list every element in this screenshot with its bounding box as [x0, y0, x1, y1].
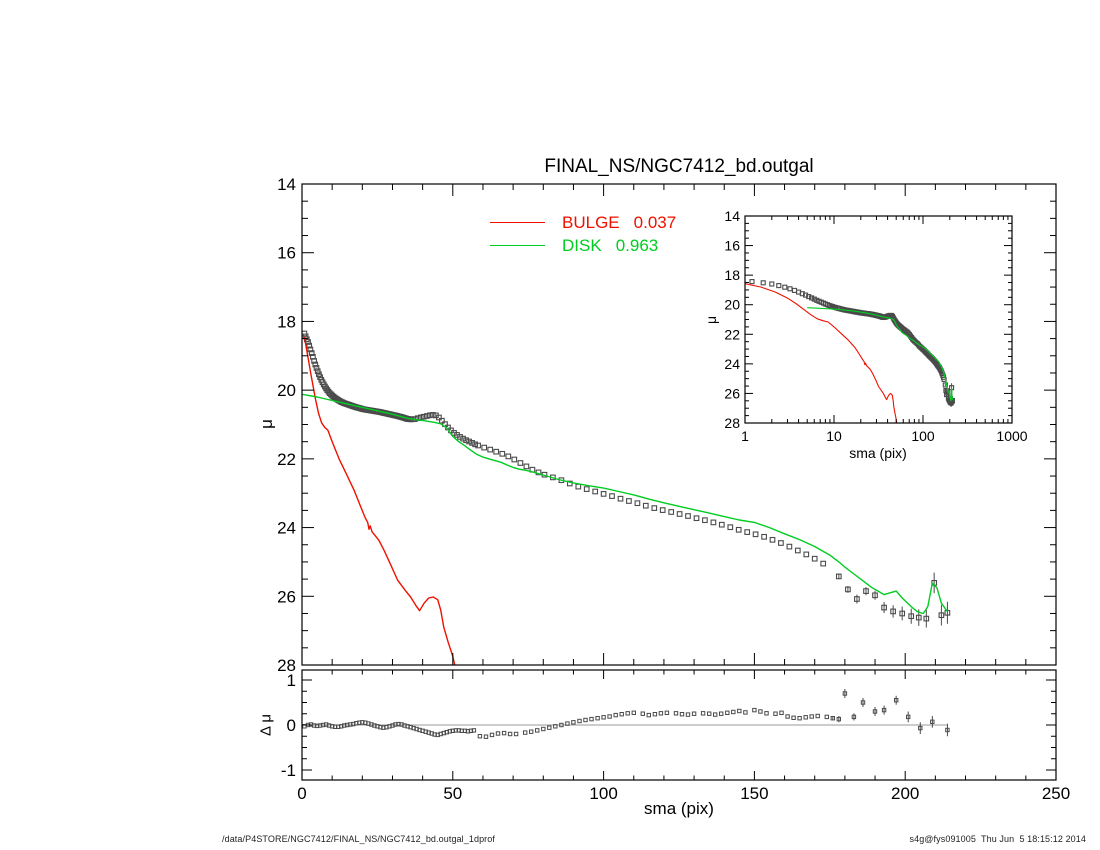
legend-label-disk: DISK — [562, 236, 602, 255]
inset-y-axis-label: μ — [703, 315, 719, 325]
svg-text:16: 16 — [724, 238, 740, 254]
svg-text:1: 1 — [741, 428, 749, 444]
svg-text:50: 50 — [443, 784, 462, 803]
svg-text:14: 14 — [724, 208, 740, 224]
svg-text:250: 250 — [1042, 784, 1070, 803]
svg-text:26: 26 — [277, 587, 296, 606]
footer-user-timestamp: s4g@fys091005 Thu Jun 5 18:15:12 2014 — [909, 834, 1086, 844]
svg-text:14: 14 — [277, 175, 296, 194]
svg-text:18: 18 — [277, 312, 296, 331]
legend-label-bulge: BULGE — [562, 213, 620, 232]
svg-text:0: 0 — [287, 716, 296, 735]
svg-text:150: 150 — [740, 784, 768, 803]
legend-entry-bulge: BULGE 0.037 — [562, 213, 676, 233]
svg-text:20: 20 — [724, 297, 740, 313]
page-title: FINAL_NS/NGC7412_bd.outgal — [544, 156, 814, 177]
svg-text:0: 0 — [297, 784, 306, 803]
svg-text:100: 100 — [589, 784, 617, 803]
svg-text:28: 28 — [724, 415, 740, 431]
legend-line-bulge — [490, 222, 545, 223]
legend-value-bulge: 0.037 — [633, 213, 677, 232]
main-y-axis-label: μ — [257, 419, 276, 429]
svg-text:24: 24 — [277, 519, 296, 538]
legend-entry-disk: DISK 0.963 — [562, 236, 658, 256]
svg-text:18: 18 — [724, 267, 740, 283]
svg-text:-1: -1 — [281, 761, 296, 780]
svg-text:10: 10 — [826, 428, 842, 444]
main-plot-data — [302, 330, 951, 665]
x-axis-label: sma (pix) — [644, 799, 714, 818]
legend-line-disk — [490, 245, 545, 246]
svg-text:26: 26 — [724, 385, 740, 401]
svg-text:28: 28 — [277, 656, 296, 675]
svg-text:24: 24 — [724, 356, 740, 372]
svg-text:22: 22 — [277, 450, 296, 469]
footer-file-path: /data/P4STORE/NGC7412/FINAL_NS/NGC7412_b… — [222, 834, 495, 844]
residual-plot-data — [302, 689, 950, 739]
svg-text:16: 16 — [277, 244, 296, 263]
residual-y-axis-label: Δ μ — [257, 713, 275, 737]
svg-text:1: 1 — [287, 671, 296, 690]
legend-value-disk: 0.963 — [615, 236, 659, 255]
svg-text:22: 22 — [724, 326, 740, 342]
svg-text:200: 200 — [891, 784, 919, 803]
inset-x-axis-label: sma (pix) — [849, 445, 907, 461]
svg-text:1000: 1000 — [996, 428, 1027, 444]
svg-text:100: 100 — [911, 428, 935, 444]
svg-text:20: 20 — [277, 381, 296, 400]
inset-plot-data — [745, 279, 955, 423]
